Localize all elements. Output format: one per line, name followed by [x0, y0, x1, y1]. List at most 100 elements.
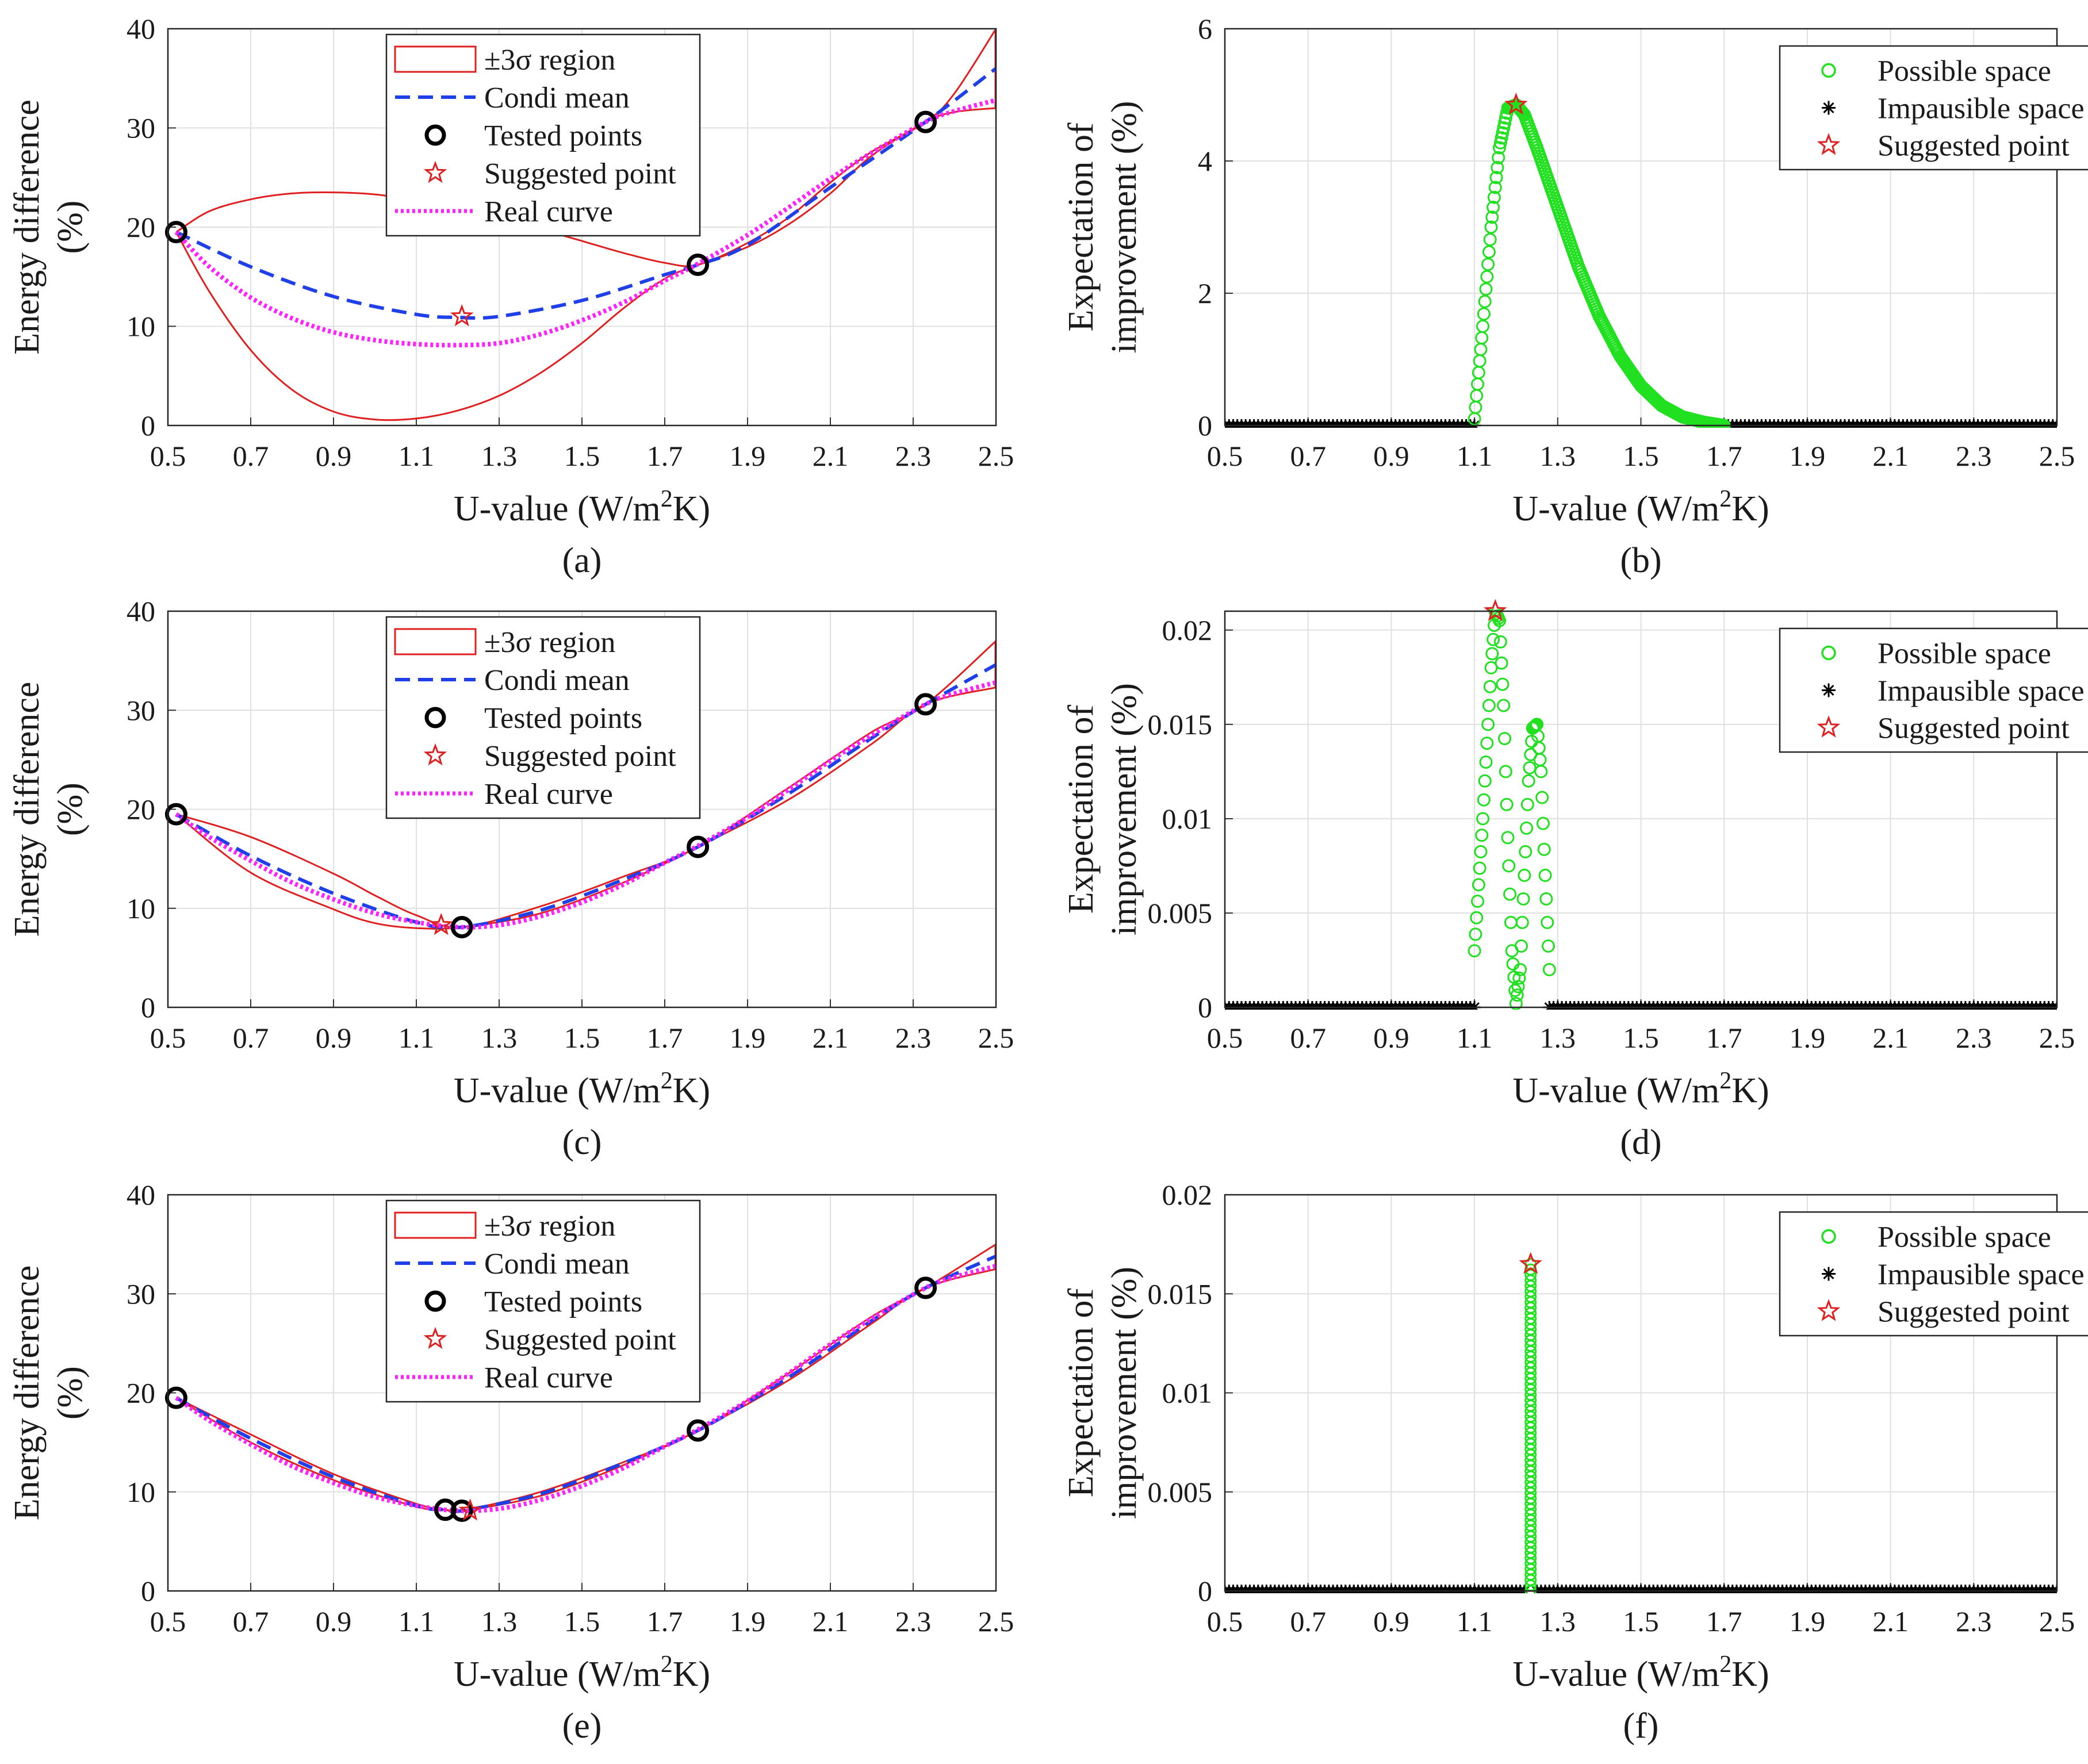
possible-point	[1476, 812, 1490, 826]
panel-label: (d)	[1620, 1123, 1661, 1162]
y-axis-label-line1: Energy difference	[7, 1266, 47, 1521]
chart-panel-a: 0.5 0.7 0.9 1.1 1.3 1.5 1.7 1.9 2.1 2.3 2.5 0 10 20 30…	[7, 13, 1014, 580]
possible-point	[1473, 861, 1486, 875]
possible-point	[1516, 892, 1530, 906]
x-axis-label: U-value (W/m2K)	[1512, 486, 1769, 528]
x-tick-label: 0.5	[1207, 440, 1243, 472]
possible-point	[1468, 944, 1481, 958]
chart-panel-d: 0.5 0.7 0.9 1.1 1.3 1.5 1.7 1.9 2.1 2.3 2.5 0 0.005 0…	[1062, 599, 2088, 1162]
possible-point	[1482, 245, 1496, 259]
possible-point	[1485, 647, 1499, 661]
x-tick-label: 2.1	[813, 1022, 849, 1054]
legend-label: Real curve	[484, 1362, 613, 1394]
possible-point	[1501, 831, 1515, 845]
x-tick-label: 1.9	[730, 1605, 766, 1638]
y-axis-label-line1: Expectation of	[1062, 705, 1101, 914]
possible-point	[1535, 791, 1549, 804]
legend-label: Real curve	[484, 195, 613, 228]
tested-point	[450, 915, 473, 938]
data-layer	[175, 1243, 996, 1514]
possible-point	[1481, 258, 1495, 271]
x-tick-label: 1.5	[564, 1022, 600, 1054]
data-layer	[175, 640, 996, 930]
x-tick-label: 1.5	[1623, 1022, 1659, 1054]
legend-swatch-star	[423, 1326, 447, 1349]
possible-point	[1493, 141, 1507, 155]
possible-point	[1477, 307, 1491, 321]
x-tick-label: 2.5	[2039, 1022, 2075, 1054]
x-tick-label: 0.5	[150, 1605, 186, 1638]
legend-label: Possible space	[1878, 638, 2051, 670]
possible-point	[1536, 816, 1550, 830]
y-tick-label: 20	[127, 211, 155, 243]
x-tick-label: 2.5	[978, 1605, 1014, 1638]
x-tick-label: 1.9	[730, 1022, 766, 1054]
legend: ±3σ region Condi mean Tested points Suggest…	[385, 33, 701, 237]
legend-swatch-circle	[424, 707, 446, 728]
possible-point	[1484, 220, 1498, 234]
possible-point	[1483, 680, 1497, 693]
legend-swatch-star	[423, 160, 447, 183]
x-tick-label: 2.3	[895, 440, 932, 472]
tested-point	[687, 835, 710, 858]
x-tick-label: 2.5	[2039, 1605, 2075, 1638]
possible-point	[1539, 892, 1553, 906]
chart-panel-e: 0.5 0.7 0.9 1.1 1.3 1.5 1.7 1.9 2.1 2.3 2.5 0 10 20 30…	[7, 1179, 1014, 1746]
panel-label: (a)	[562, 541, 602, 580]
legend-label: Condi mean	[484, 82, 630, 114]
x-tick-label: 1.1	[1457, 440, 1493, 472]
legend-label: Condi mean	[484, 664, 630, 697]
legend-label: ±3σ region	[484, 44, 615, 76]
y-tick-label: 20	[127, 793, 155, 826]
possible-point	[1478, 774, 1492, 788]
possible-point	[1514, 939, 1528, 953]
x-tick-label: 2.5	[978, 1022, 1014, 1054]
legend-label: Tested points	[484, 120, 642, 152]
possible-point	[1477, 793, 1491, 807]
possible-point	[1487, 190, 1501, 204]
x-axis-label: U-value (W/m2K)	[454, 486, 710, 528]
possible-point	[1491, 161, 1504, 174]
panel-label: (f)	[1623, 1707, 1659, 1746]
legend-label: Impausible space	[1878, 93, 2085, 125]
y-tick-label: 10	[127, 1476, 155, 1508]
possible-point	[1541, 915, 1554, 929]
x-tick-label: 0.7	[1290, 1605, 1326, 1638]
possible-point	[1495, 656, 1508, 670]
y-tick-label: 0	[141, 409, 155, 442]
possible-point	[1484, 661, 1498, 674]
condi-mean-line	[175, 1255, 996, 1514]
y-tick-label: 10	[127, 310, 155, 343]
suggested-point	[1504, 92, 1528, 115]
x-tick-label: 1.7	[1706, 1605, 1742, 1638]
x-tick-label: 0.7	[1290, 440, 1326, 472]
possible-point	[1495, 131, 1508, 145]
tested-point	[164, 1386, 187, 1409]
legend-label: ±3σ region	[484, 626, 615, 659]
y-axis-label-line2: (%)	[51, 1366, 90, 1420]
x-tick-label: 1.7	[647, 1022, 683, 1054]
x-tick-label: 0.7	[233, 1022, 269, 1054]
possible-point	[1503, 887, 1517, 901]
legend-swatch-band	[394, 45, 477, 73]
x-tick-label: 1.3	[481, 440, 518, 472]
y-tick-label: 30	[127, 112, 155, 144]
x-tick-label: 1.1	[399, 440, 435, 472]
possible-point	[1510, 988, 1524, 1002]
possible-point	[1476, 320, 1490, 333]
possible-point	[1496, 126, 1510, 140]
x-tick-label: 1.7	[647, 440, 683, 472]
x-tick-label: 1.5	[1623, 440, 1659, 472]
possible-point	[1502, 859, 1516, 873]
legend-label: Suggested point	[484, 1324, 676, 1356]
x-axis-label: U-value (W/m2K)	[454, 1651, 710, 1694]
possible-point	[1537, 842, 1551, 856]
x-tick-label: 1.3	[1540, 1605, 1576, 1638]
possible-point	[1499, 765, 1512, 779]
x-tick-label: 0.5	[150, 1022, 186, 1054]
suggested-point	[458, 1498, 482, 1521]
x-tick-label: 0.9	[1373, 440, 1409, 472]
legend-swatch-circle	[424, 124, 446, 146]
y-axis-label-line2: improvement (%)	[1105, 1267, 1144, 1519]
